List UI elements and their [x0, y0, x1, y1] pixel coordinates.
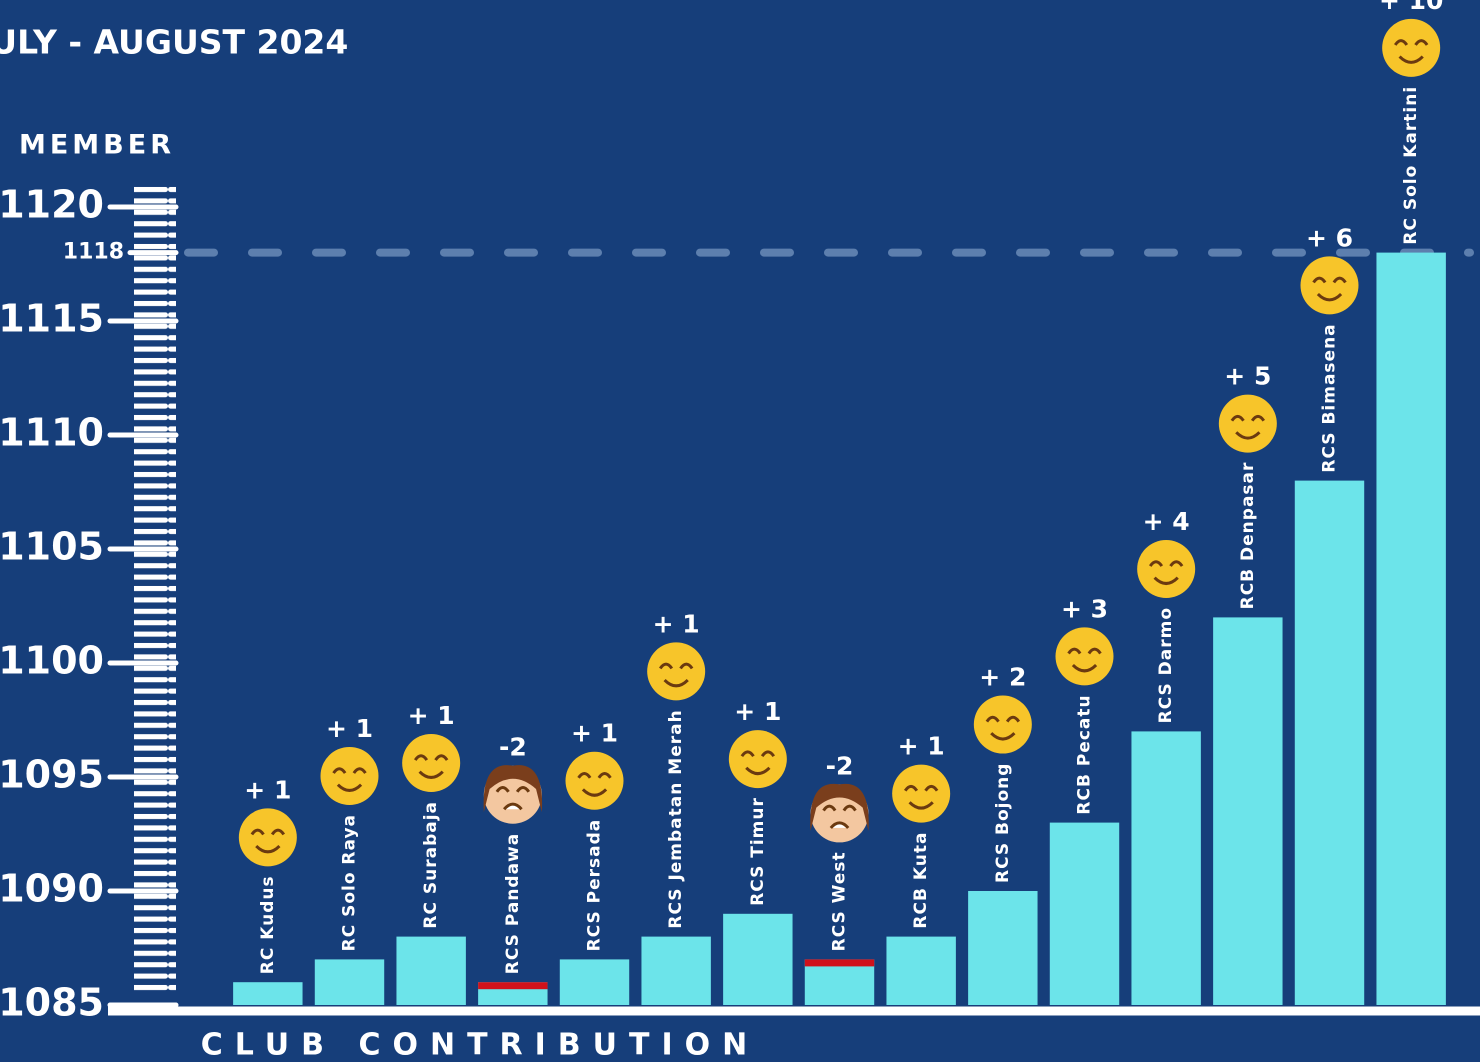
face [239, 808, 297, 866]
change-label: + 10 [1379, 0, 1443, 15]
category-label: RCS Darmo [1156, 607, 1176, 723]
y-tick-label: 1110 [0, 411, 104, 455]
smiley-icon [1301, 256, 1359, 314]
face [1056, 627, 1114, 685]
face [402, 734, 460, 792]
x-axis-label: CLUB CONTRIBUTION [201, 1028, 760, 1062]
category-label: RC Kudus [258, 875, 278, 974]
smiley-icon [566, 752, 624, 810]
bar [968, 891, 1037, 1005]
change-label: + 3 [1061, 594, 1108, 623]
smiley-icon [1219, 395, 1277, 453]
bar [396, 937, 465, 1005]
bar [723, 914, 792, 1005]
change-label: + 4 [1143, 507, 1190, 536]
change-label: -2 [499, 733, 527, 762]
change-label: + 1 [244, 775, 291, 804]
face [1382, 19, 1440, 77]
y-tick-label: 1120 [0, 183, 104, 227]
y-tick-label: 1105 [0, 525, 104, 569]
category-label: RC Solo Kartini [1401, 86, 1421, 245]
category-label: RCS Pandawa [503, 833, 523, 974]
mouth [504, 804, 521, 809]
bar [315, 959, 384, 1005]
change-label: + 6 [1306, 223, 1353, 252]
face [647, 642, 705, 700]
bar [1376, 253, 1445, 1005]
smiley-icon [1056, 627, 1114, 685]
sad-face-icon [484, 765, 542, 824]
chart-title: JULY - AUGUST 2024 [0, 23, 348, 62]
smiley-icon [647, 642, 705, 700]
y-tick-label: 1115 [0, 297, 104, 341]
ruler-decoration [134, 185, 176, 995]
decrease-marker [478, 982, 547, 989]
y-tick-label: 1118 [63, 240, 124, 265]
category-label: RCS Jembatan Merah [666, 709, 686, 928]
face [1301, 256, 1359, 314]
category-label: RCS Bojong [993, 763, 1013, 883]
face [1219, 395, 1277, 453]
change-label: + 1 [408, 701, 455, 730]
bar [233, 982, 302, 1005]
smiley-icon [1382, 19, 1440, 77]
face [892, 765, 950, 823]
y-tick-label: 1095 [0, 753, 104, 797]
y-tick-label: 1085 [0, 981, 104, 1025]
bar [886, 937, 955, 1005]
bar [1295, 481, 1364, 1005]
bar [560, 959, 629, 1005]
face [729, 730, 787, 788]
category-label: RC Solo Raya [340, 814, 360, 951]
bar [1213, 617, 1282, 1005]
bar [1050, 823, 1119, 1005]
chart: JULY - AUGUST 2024 MEMBER CLUB CONTRIBUT… [0, 0, 1480, 1062]
smiley-icon [321, 747, 379, 805]
smiley-icon [974, 696, 1032, 754]
sad-face-icon [810, 784, 868, 843]
face [974, 696, 1032, 754]
category-label: RCS Bimasena [1320, 323, 1340, 472]
smiley-icon [239, 808, 297, 866]
change-label: + 1 [571, 719, 618, 748]
change-label: -2 [826, 751, 854, 780]
change-label: + 1 [653, 609, 700, 638]
bar [1131, 731, 1200, 1005]
change-label: + 2 [979, 663, 1026, 692]
face [321, 747, 379, 805]
category-label: RCB Denpasar [1238, 462, 1258, 610]
change-label: + 1 [734, 697, 781, 726]
category-label: RCB Pecatu [1075, 694, 1095, 814]
smiley-icon [402, 734, 460, 792]
decrease-marker [805, 959, 874, 966]
category-label: RCS Timur [748, 797, 768, 906]
smiley-icon [729, 730, 787, 788]
change-label: + 5 [1224, 362, 1271, 391]
y-axis-label: MEMBER [19, 130, 175, 161]
category-label: RCB Kuta [911, 832, 931, 929]
category-label: RCS West [830, 851, 850, 951]
y-tick-label: 1090 [0, 867, 104, 911]
category-label: RC Surabaja [421, 801, 441, 929]
category-label: RCS Persada [585, 819, 605, 952]
face [566, 752, 624, 810]
change-label: + 1 [326, 714, 373, 743]
change-label: + 1 [898, 732, 945, 761]
smiley-icon [1137, 540, 1195, 598]
smiley-icon [892, 765, 950, 823]
face [1137, 540, 1195, 598]
bar [641, 937, 710, 1005]
mouth [831, 823, 848, 828]
y-tick-label: 1100 [0, 639, 104, 683]
